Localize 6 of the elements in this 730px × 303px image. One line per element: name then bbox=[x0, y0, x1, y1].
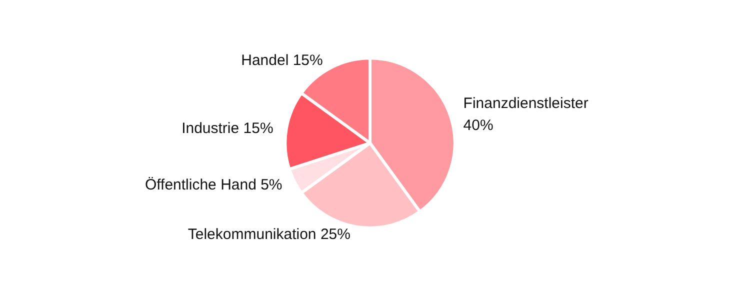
slice-label: Industrie 15% bbox=[182, 120, 274, 137]
slice-label: Handel 15% bbox=[241, 52, 323, 69]
slice-label: Öffentliche Hand 5% bbox=[144, 176, 282, 194]
data-label: 40% bbox=[463, 116, 494, 134]
slice-label: Telekommunikation 25% bbox=[188, 226, 350, 244]
slice-label: Finanzdienstleister bbox=[463, 94, 588, 112]
